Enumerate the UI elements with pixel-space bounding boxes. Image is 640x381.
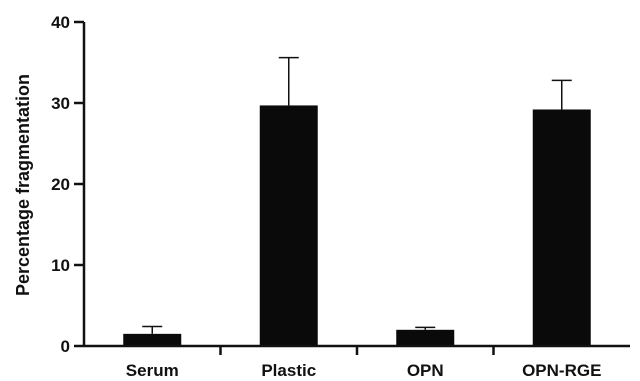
x-tick-label: Serum xyxy=(126,361,179,380)
bar xyxy=(259,105,318,347)
y-tick-label: 0 xyxy=(61,337,70,356)
y-ticks: 0 10 20 30 40 xyxy=(51,13,84,356)
x-tick-label: OPN xyxy=(407,361,444,380)
y-tick-label: 40 xyxy=(51,13,70,32)
bars xyxy=(123,105,591,347)
bar xyxy=(532,109,591,346)
y-tick-label: 10 xyxy=(51,256,70,275)
error-bars xyxy=(142,56,572,334)
x-tick-label: OPN-RGE xyxy=(522,361,601,380)
y-tick-label: 20 xyxy=(51,175,70,194)
axes xyxy=(82,22,630,355)
bar xyxy=(123,333,182,346)
x-tick-label: Plastic xyxy=(261,361,316,380)
y-axis-label: Percentage fragmentation xyxy=(13,74,33,296)
bar xyxy=(396,329,455,346)
x-tick-labels: Serum Plastic OPN OPN-RGE xyxy=(126,361,602,380)
y-tick-label: 30 xyxy=(51,94,70,113)
